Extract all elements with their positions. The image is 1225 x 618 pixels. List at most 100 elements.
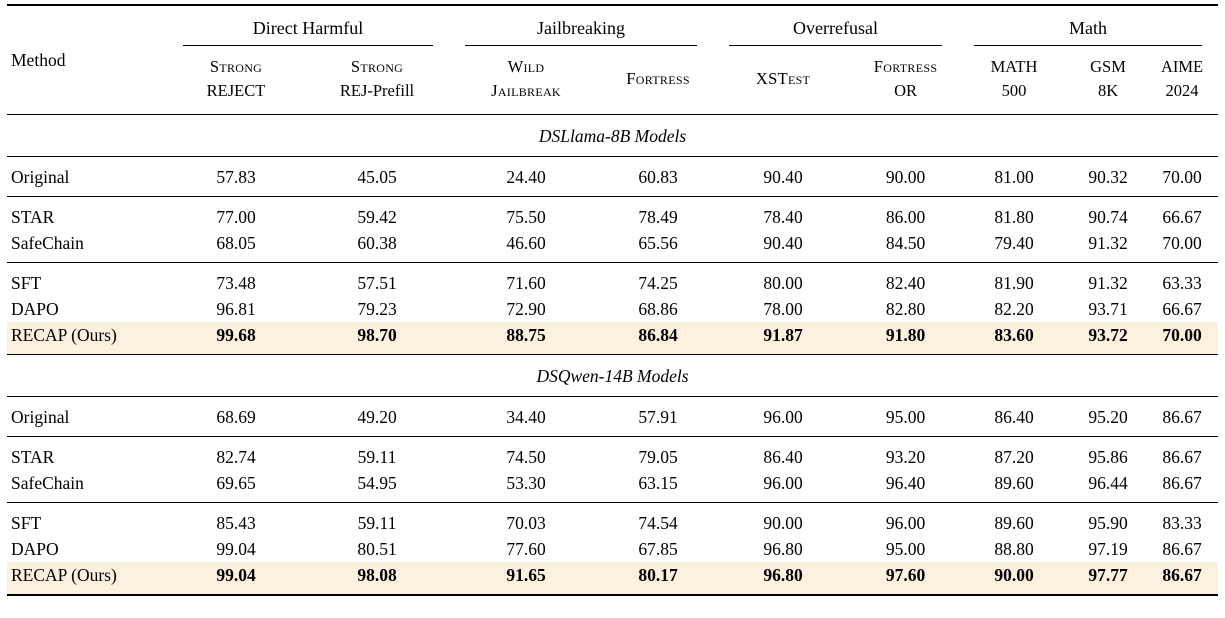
value-cell: 63.15 [603,470,714,503]
value-cell: 96.80 [713,562,854,596]
value-cell: 59.11 [357,447,397,467]
value-cell: 81.80 [994,207,1034,227]
value-cell: 88.75 [449,322,604,355]
column-header-wild-jailbreak: Wild Jailbreak [449,46,604,115]
group-header-direct-harmful: Direct Harmful [167,5,449,46]
value-cell: 90.00 [763,513,803,533]
method-cell: Original [7,396,167,437]
table-row-dapo: DAPO 99.04 80.51 77.60 67.85 96.80 95.00 88.80 9… [7,536,1218,562]
method-cell: Original [7,156,167,197]
value-cell: 89.60 [994,513,1034,533]
column-header-fortress-or: Fortress OR [853,46,959,115]
value-cell: 57.51 [357,273,397,293]
method-cell: SFT [11,513,42,533]
value-cell: 95.00 [885,539,926,559]
value-cell: 86.67 [1146,396,1219,437]
method-cell: RECAP (Ours) [7,562,167,596]
table-row-dapo: DAPO 96.81 79.23 72.90 68.86 78.00 82.80 82.20 9… [7,296,1218,322]
table-row-safechain: SafeChain 69.65 54.95 53.30 63.15 96.00 96.40 8… [7,470,1219,503]
table-row-recap-ours: RECAP (Ours) 99.04 98.08 91.65 80.17 96.80 97.… [7,562,1219,596]
column-header-line: OR [894,81,917,100]
column-header-line: 8K [1097,81,1119,100]
value-cell: 82.20 [994,299,1034,319]
value-cell: 82.80 [885,299,926,319]
value-cell: 74.54 [638,513,678,533]
value-cell: 86.67 [1162,539,1202,559]
value-cell: 79.23 [357,299,397,319]
paper-results-table-page: Method Direct Harmful Jailbreaking Overref… [0,4,1225,618]
group-header-overrefusal: Overrefusal [713,5,958,46]
value-cell: 49.20 [305,396,450,437]
value-cell: 96.00 [713,396,854,437]
value-cell: 45.05 [305,156,450,197]
section-title-dsllama-8b-models: DSLlama-8B Models [7,114,1219,157]
method-cell: RECAP (Ours) [7,322,167,355]
method-cell: SafeChain [7,230,167,263]
value-cell: 95.86 [1088,447,1128,467]
value-cell: 96.44 [1070,470,1147,503]
value-cell: 86.67 [1146,470,1219,503]
method-cell: STAR [11,207,55,227]
value-cell: 86.40 [958,396,1071,437]
value-cell: 69.65 [167,470,305,503]
value-cell: 96.00 [713,470,854,503]
value-cell: 95.90 [1088,513,1128,533]
value-cell: 96.40 [853,470,959,503]
group-header-row: Method Direct Harmful Jailbreaking Overref… [7,5,1218,115]
value-cell: 74.25 [638,273,678,293]
value-cell: 59.11 [357,513,397,533]
column-header-line: 2024 [1165,81,1199,100]
value-cell: 99.04 [167,562,305,596]
value-cell: 66.67 [1162,207,1202,227]
method-cell: DAPO [11,299,59,319]
value-cell: 34.40 [449,396,604,437]
value-cell: 75.50 [506,207,546,227]
results-table: Method Direct Harmful Jailbreaking Overref… [7,4,1219,596]
table-row-sft: SFT 85.43 59.11 70.03 74.54 90.00 96.00 89.60 95… [7,503,1218,537]
value-cell: 80.51 [357,539,397,559]
value-cell: 54.95 [305,470,450,503]
value-cell: 78.49 [638,207,678,227]
group-header-label: Overrefusal [729,15,943,46]
value-cell: 90.00 [853,156,959,197]
value-cell: 80.17 [603,562,714,596]
value-cell: 95.20 [1070,396,1147,437]
value-cell: 24.40 [449,156,604,197]
column-header-line: REJECT [206,81,266,100]
column-header-line: Strong [350,57,404,76]
table-row-star: STAR 82.74 59.11 74.50 79.05 86.40 93.20 87.20 9… [7,437,1218,471]
table-row-sft: SFT 73.48 57.51 71.60 74.25 80.00 82.40 81.90 91… [7,263,1218,297]
value-cell: 57.91 [603,396,714,437]
column-header-line: XSTest [755,69,811,88]
value-cell: 91.65 [449,562,604,596]
column-header-line: GSM [1090,57,1126,76]
value-cell: 98.70 [305,322,450,355]
value-cell: 77.60 [506,539,546,559]
column-header-line: Jailbreak [491,81,561,100]
value-cell: 60.38 [305,230,450,263]
table-row-recap-ours: RECAP (Ours) 99.68 98.70 88.75 86.84 91.87 91.… [7,322,1219,355]
value-cell: 90.74 [1088,207,1128,227]
value-cell: 74.50 [506,447,546,467]
value-cell: 70.00 [1146,322,1219,355]
value-cell: 73.48 [216,273,256,293]
value-cell: 57.83 [167,156,305,197]
column-header-line: Fortress [873,57,938,76]
method-cell: STAR [11,447,55,467]
column-header-line: AIME [1160,57,1204,76]
value-cell: 71.60 [506,273,546,293]
group-header-math: Math [958,5,1218,46]
method-cell: SafeChain [7,470,167,503]
value-cell: 91.32 [1070,230,1147,263]
column-header-xstest: XSTest [713,46,854,115]
value-cell: 90.40 [713,230,854,263]
column-header-gsm-8k: GSM 8K [1070,46,1147,115]
column-header-math-500: MATH 500 [958,46,1071,115]
value-cell: 82.74 [216,447,256,467]
value-cell: 83.60 [958,322,1071,355]
value-cell: 90.00 [958,562,1071,596]
value-cell: 96.80 [763,539,803,559]
column-header-strong-reject: Strong REJECT [167,46,305,115]
method-cell: SFT [11,273,42,293]
value-cell: 79.05 [638,447,678,467]
